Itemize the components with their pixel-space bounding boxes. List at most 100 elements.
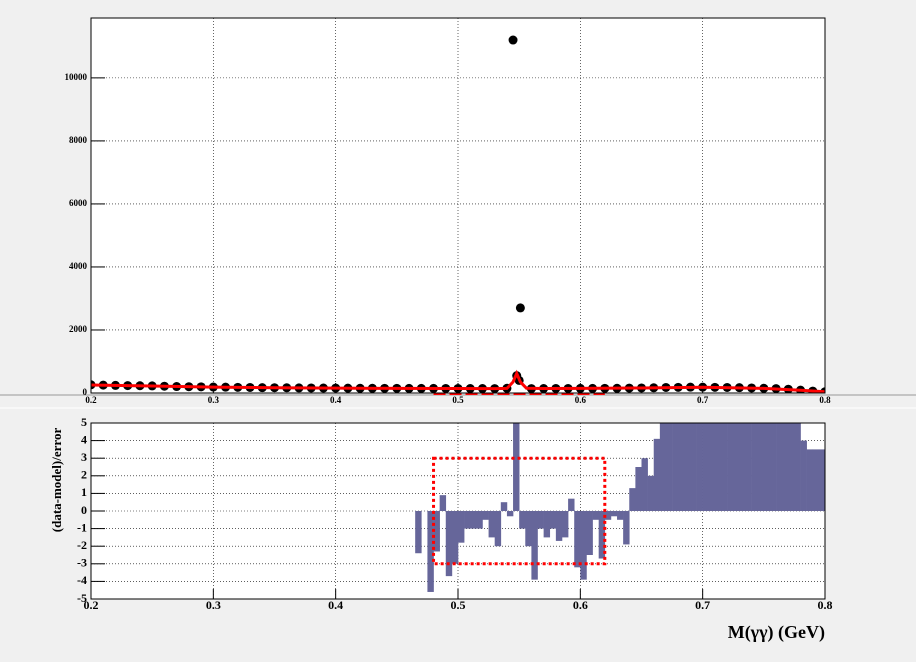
- bar: [427, 511, 434, 592]
- bar: [617, 511, 624, 520]
- bar: [470, 511, 477, 529]
- bar: [763, 423, 771, 511]
- bar: [818, 449, 825, 511]
- bar: [439, 495, 447, 511]
- bar: [769, 423, 777, 511]
- bar: [592, 511, 599, 520]
- bar: [464, 511, 471, 529]
- bar: [714, 423, 722, 511]
- x-tick-label: 0.3: [208, 395, 220, 405]
- plot-area: [415, 423, 825, 592]
- y-tick-label: -5: [77, 591, 87, 605]
- bar: [604, 511, 612, 520]
- bar: [482, 511, 489, 520]
- y-tick-label: 4: [81, 432, 87, 446]
- x-tick-label: 0.4: [328, 598, 343, 612]
- bar: [672, 423, 679, 511]
- y-tick-label: 0: [83, 387, 88, 397]
- x-tick-label: 0.5: [451, 598, 466, 612]
- bar: [531, 511, 538, 580]
- x-tick-label: 0.3: [206, 598, 221, 612]
- bar: [549, 511, 557, 529]
- axis-frame: [90, 422, 826, 600]
- y-tick-label: 5: [81, 415, 87, 429]
- bar: [647, 475, 655, 511]
- bar: [800, 440, 807, 511]
- bar: [537, 511, 544, 529]
- bar: [580, 511, 587, 580]
- y-tick-label: 2000: [69, 324, 88, 334]
- x-tick-label: 0.6: [573, 598, 588, 612]
- axis-frame: [90, 17, 826, 394]
- bar: [543, 511, 551, 538]
- bar: [586, 511, 593, 555]
- bar: [635, 467, 642, 511]
- bar: [665, 423, 673, 511]
- bar: [776, 423, 783, 511]
- bar: [415, 511, 422, 554]
- bar: [433, 511, 440, 552]
- y-tick-label: 6000: [69, 198, 88, 208]
- y-tick-label: 1: [81, 485, 87, 499]
- x-tick-label: 0.8: [818, 598, 833, 612]
- data-point: [508, 35, 518, 45]
- bar: [782, 423, 789, 511]
- y-axis-title: (data-model)/error: [49, 428, 64, 533]
- plot-area: [91, 35, 825, 393]
- data-point: [515, 303, 525, 313]
- bar: [721, 423, 728, 511]
- y-tick-label: -4: [77, 573, 87, 587]
- bar: [568, 498, 575, 511]
- bar: [653, 438, 661, 511]
- bar: [494, 511, 502, 547]
- y-tick-label: -2: [77, 538, 87, 552]
- bar: [678, 423, 685, 511]
- y-tick-label: -3: [77, 556, 87, 570]
- bar: [727, 423, 734, 511]
- bar: [757, 423, 765, 511]
- bar: [561, 511, 569, 538]
- bar: [488, 511, 495, 538]
- bar: [696, 423, 703, 511]
- bar: [806, 449, 814, 511]
- y-tick-label: -1: [77, 520, 87, 534]
- x-axis-title: M(γγ) (GeV): [728, 622, 825, 643]
- bar: [610, 511, 618, 517]
- bar: [684, 423, 691, 511]
- bar: [525, 511, 532, 547]
- bar: [598, 511, 606, 559]
- bar: [733, 423, 740, 511]
- bar: [629, 488, 636, 511]
- bar: [788, 423, 795, 511]
- x-tick-label: 0.7: [697, 395, 709, 405]
- x-tick-label: 0.6: [575, 395, 587, 405]
- bar: [641, 458, 648, 511]
- bar: [708, 423, 716, 511]
- x-tick-label: 0.2: [84, 598, 99, 612]
- y-tick-label: 2: [81, 468, 87, 482]
- bar: [451, 511, 459, 564]
- bar: [739, 423, 746, 511]
- bar: [751, 423, 759, 511]
- bar: [476, 511, 483, 529]
- x-tick-label: 0.4: [330, 395, 342, 405]
- bar: [500, 502, 508, 511]
- bar: [623, 511, 630, 545]
- bar: [812, 449, 820, 511]
- x-tick-label: 0.2: [85, 395, 97, 405]
- bar: [702, 423, 710, 511]
- highlight-box: [432, 456, 607, 566]
- fit-line: [91, 369, 825, 393]
- bar: [458, 511, 465, 543]
- x-tick-label: 0.7: [695, 598, 710, 612]
- y-tick-label: 10000: [65, 72, 88, 82]
- y-tick-label: 3: [81, 450, 87, 464]
- bar: [794, 423, 801, 511]
- bar: [659, 423, 667, 511]
- bar: [445, 511, 453, 577]
- bar: [506, 511, 514, 517]
- y-tick-label: 0: [81, 503, 87, 517]
- x-tick-label: 0.5: [452, 395, 464, 405]
